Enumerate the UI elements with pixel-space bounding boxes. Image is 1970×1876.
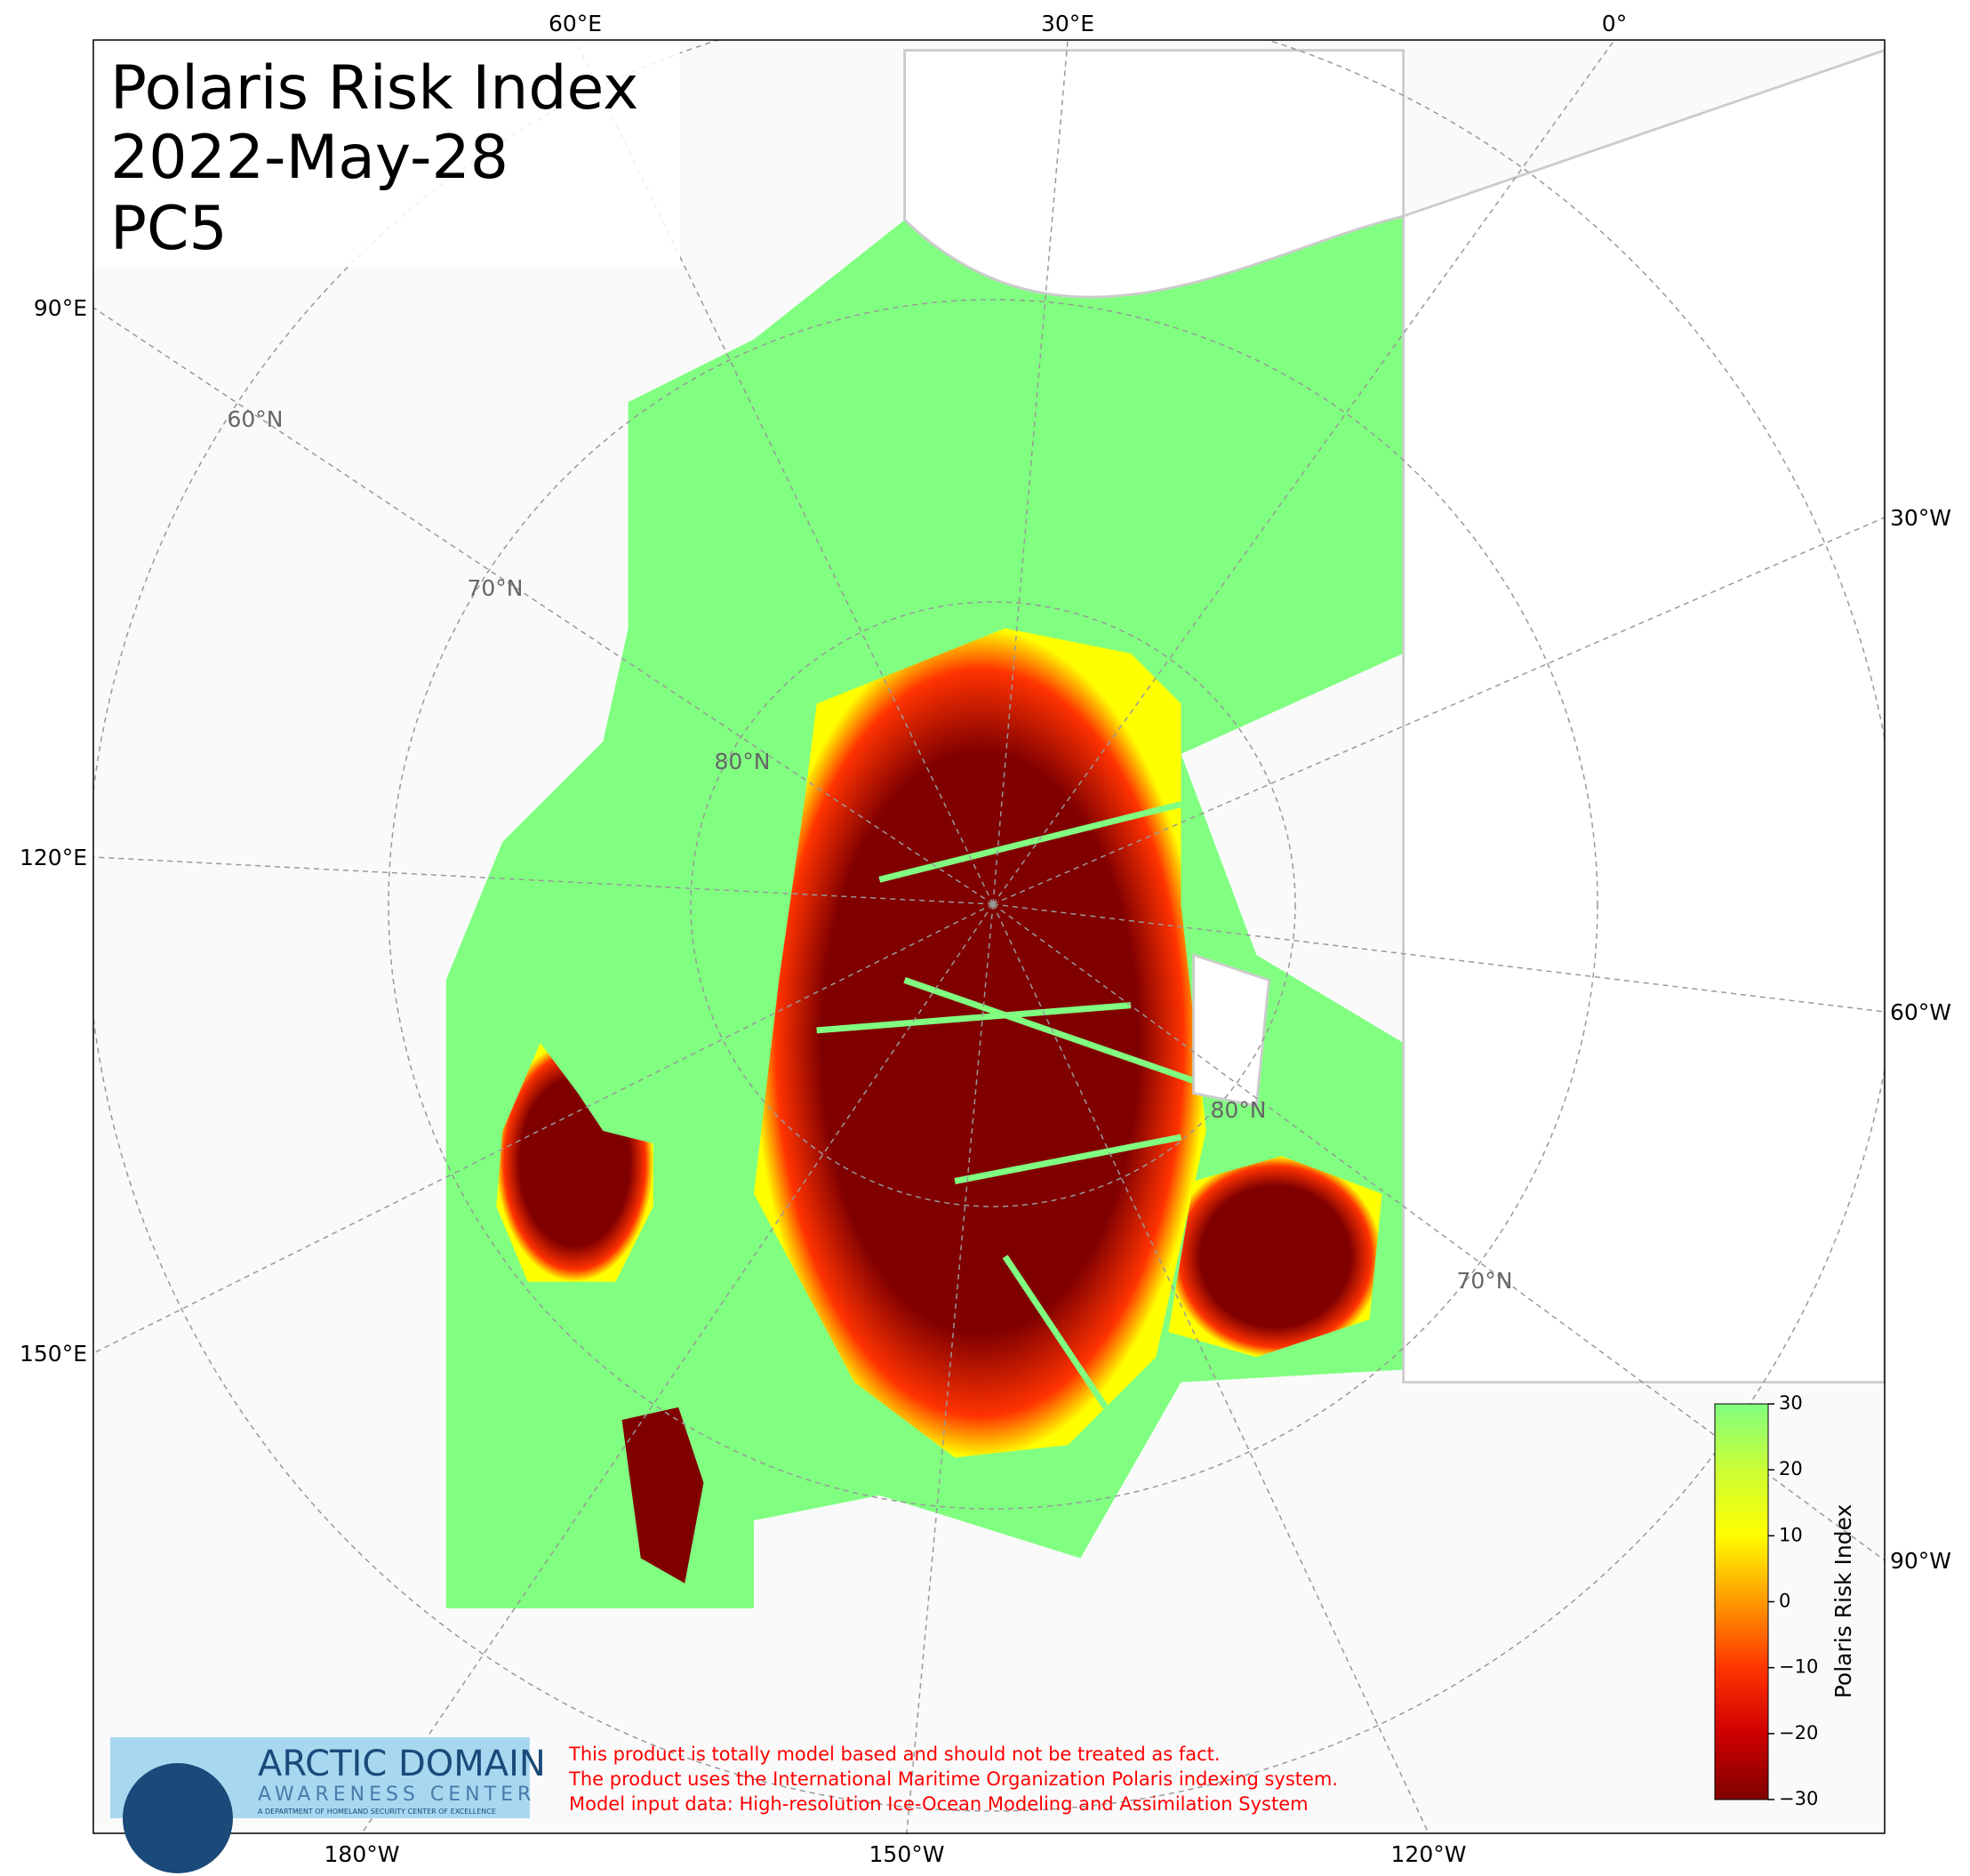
- land-mass: [903, 49, 1405, 299]
- ice-field: [445, 49, 1885, 1609]
- longitude-label: 60°W: [1890, 999, 1951, 1025]
- longitude-label: 150°W: [869, 1841, 945, 1867]
- title: Polaris Risk Index: [110, 53, 638, 124]
- land-mass: [1192, 953, 1270, 1108]
- meridian: [906, 903, 994, 1833]
- frame: [92, 39, 1886, 1834]
- lead: [1002, 1255, 1109, 1409]
- longitude-label: 30°W: [1890, 505, 1951, 531]
- longitude-label: 180°W: [324, 1841, 400, 1867]
- longitude-label: 0°: [1602, 11, 1627, 36]
- colorbar-tick-label: −10: [1779, 1656, 1818, 1678]
- meridian: [93, 856, 994, 905]
- longitude-label: 60°E: [549, 11, 602, 36]
- longitude-label: 120°W: [1391, 1841, 1467, 1867]
- colorbar-ramp: [1715, 1404, 1768, 1800]
- colorbar-label: Polaris Risk Index: [1830, 1504, 1856, 1699]
- latitude-circle: [690, 601, 1296, 1207]
- disclaimer: This product is totally model based and …: [568, 1744, 1221, 1765]
- colorbar-tick-label: 20: [1779, 1458, 1803, 1479]
- meridian: [992, 40, 1069, 905]
- meridian: [574, 40, 994, 905]
- latitude-label: 70°N: [467, 575, 523, 601]
- disclaimer: Model input data: High-resolution Ice-Oc…: [569, 1793, 1309, 1815]
- lead: [816, 1002, 1132, 1034]
- logo-title: ARCTIC DOMAIN: [258, 1744, 546, 1784]
- leads: [816, 801, 1195, 1409]
- colorbar-tick-label: 10: [1779, 1524, 1803, 1545]
- ice-risk-high: [621, 1407, 704, 1583]
- meridian: [361, 903, 994, 1833]
- title: PC5: [110, 194, 228, 264]
- colorbar-tick-label: −20: [1779, 1722, 1818, 1744]
- lead: [878, 801, 1182, 883]
- colorbar-tick-label: 30: [1779, 1392, 1803, 1414]
- title: 2022-May-28: [110, 123, 509, 193]
- meridian: [992, 903, 1429, 1833]
- land-mass: [1402, 49, 1885, 1384]
- longitude-label: 150°E: [20, 1341, 87, 1367]
- latitude-label: 60°N: [227, 406, 283, 432]
- lead: [903, 977, 1195, 1084]
- map-area: [93, 40, 1885, 1833]
- logo-globe: [123, 1763, 233, 1873]
- lead: [954, 1134, 1182, 1184]
- latitude-label: 80°N: [1210, 1097, 1266, 1123]
- longitude-label: 90°W: [1890, 1548, 1951, 1574]
- meridian: [992, 903, 1885, 1013]
- meridian: [93, 903, 994, 1354]
- latitude-circle: [388, 299, 1598, 1510]
- ice-risk-high: [1168, 1156, 1382, 1358]
- longitude-label: 120°E: [20, 845, 87, 870]
- colorbar-tick-label: −30: [1779, 1788, 1818, 1809]
- meridian: [93, 307, 994, 905]
- ice-risk-high: [496, 1043, 653, 1282]
- land: [903, 49, 1885, 1384]
- disclaimer: The product uses the International Marit…: [568, 1768, 1338, 1790]
- longitude-label: 90°E: [34, 295, 87, 321]
- logo: ARCTIC DOMAIN AWARENESS CENTER A DEPARTM…: [110, 1737, 546, 1873]
- latitude-label: 70°N: [1456, 1268, 1512, 1294]
- title-box: [93, 40, 680, 267]
- colorbar: Polaris Risk Index −30 −20 −10 0 10 20 30: [1714, 1392, 1856, 1809]
- latitude-label: 80°N: [714, 749, 770, 774]
- colorbar-tick-label: 0: [1779, 1591, 1790, 1612]
- logo-tagline: A DEPARTMENT OF HOMELAND SECURITY CENTER…: [258, 1808, 496, 1816]
- logo-subtitle: AWARENESS CENTER: [258, 1784, 535, 1806]
- meridian: [992, 40, 1615, 905]
- longitude-label: 30°E: [1041, 11, 1094, 36]
